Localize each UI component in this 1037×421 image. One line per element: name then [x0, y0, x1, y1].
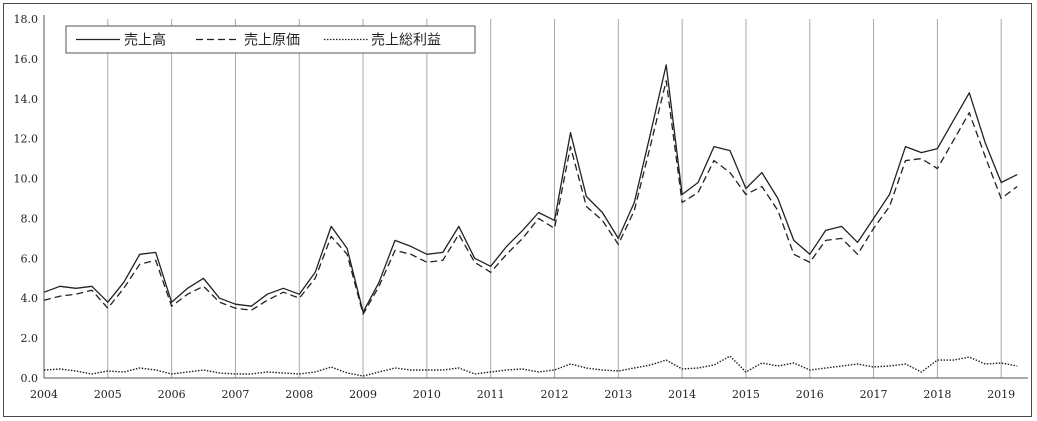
legend-label: 売上原価	[244, 33, 300, 49]
x-tick-label: 2007	[221, 388, 249, 401]
y-tick-label: 6.0	[21, 252, 39, 265]
y-tick-label: 14.0	[14, 93, 39, 106]
x-tick-label: 2014	[668, 388, 696, 401]
x-tick-label: 2006	[158, 388, 186, 401]
y-tick-label: 16.0	[14, 53, 39, 66]
legend-label: 売上高	[124, 32, 166, 49]
x-tick-label: 2012	[541, 388, 569, 401]
y-tick-label: 12.0	[14, 133, 39, 146]
x-tick-label: 2013	[604, 388, 632, 401]
x-tick-label: 2019	[987, 388, 1015, 401]
x-tick-label: 2009	[349, 388, 377, 401]
x-tick-label: 2016	[796, 388, 824, 401]
y-tick-label: 8.0	[21, 212, 39, 225]
x-tick-label: 2010	[413, 388, 441, 401]
grid-lines	[107, 19, 1002, 378]
x-tick-label: 2018	[923, 388, 951, 401]
series-lines	[43, 64, 1018, 377]
x-tick-label: 2008	[285, 388, 313, 401]
x-tick-label: 2011	[477, 388, 505, 401]
series-line-gross-profit	[43, 355, 1018, 377]
legend: 売上高 売上原価 売上総利益	[65, 25, 476, 54]
y-tick-label: 10.0	[14, 173, 39, 186]
legend-box	[65, 25, 476, 54]
chart-frame	[3, 3, 1032, 417]
series-line-sales	[43, 64, 1018, 313]
y-tick-label: 0.0	[21, 372, 39, 385]
legend-label: 売上総利益	[371, 33, 441, 49]
x-tick-label: 2005	[94, 388, 122, 401]
y-tick-label: 4.0	[21, 292, 39, 305]
x-tick-label: 2017	[860, 388, 888, 401]
y-tick-label: 2.0	[21, 332, 39, 345]
x-tick-label: 2015	[732, 388, 760, 401]
series-line-cost	[43, 80, 1018, 315]
y-tick-label: 18.0	[14, 13, 39, 26]
x-tick-label: 2004	[30, 388, 58, 401]
axes: 2004 2005 2006 2007 2008 2009 2010 2011 2012 2013…	[14, 13, 1028, 401]
